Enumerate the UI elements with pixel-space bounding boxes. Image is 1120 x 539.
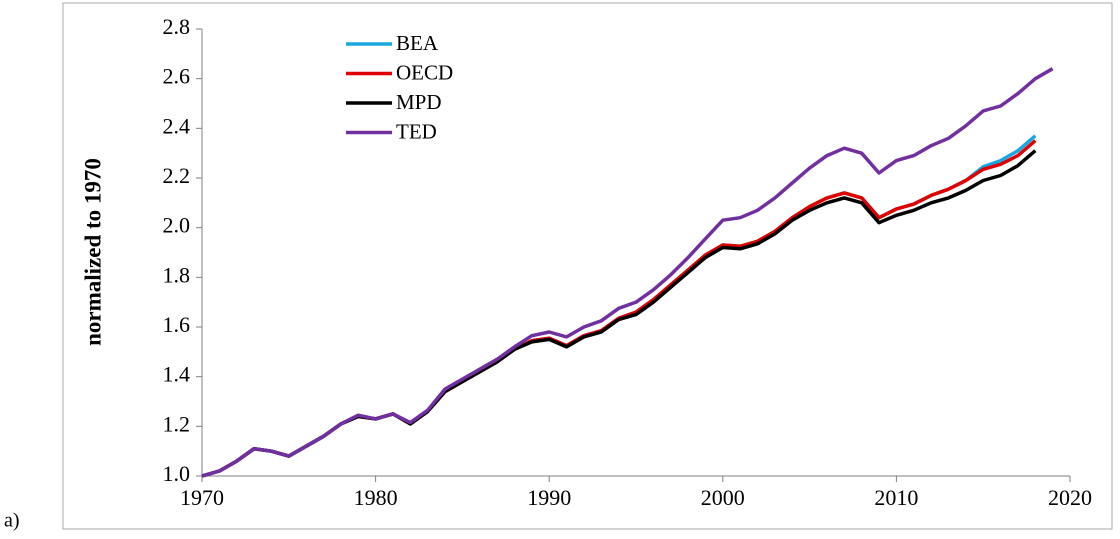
legend-label: OECD [396, 60, 453, 84]
series-line [201, 134, 1037, 478]
legend-label: MPD [396, 90, 442, 114]
y-axis-label: normalized to 1970 [80, 158, 105, 346]
x-tick-label: 2000 [701, 485, 745, 510]
y-tick-label: 2.4 [163, 113, 191, 138]
x-tick-label: 1990 [527, 485, 571, 510]
y-tick-label: 1.0 [163, 461, 191, 486]
series-line [201, 67, 1054, 478]
y-tick-label: 2.6 [163, 64, 191, 89]
y-tick-label: 2.2 [163, 163, 191, 188]
series-line [201, 149, 1037, 478]
y-tick-label: 1.4 [163, 362, 191, 387]
x-tick-label: 1980 [354, 485, 398, 510]
y-tick-label: 1.6 [163, 312, 191, 337]
legend-label: BEA [396, 31, 439, 55]
x-tick-label: 1970 [180, 485, 224, 510]
y-tick-label: 2.0 [163, 213, 191, 238]
x-tick-label: 2020 [1048, 485, 1092, 510]
y-tick-label: 1.2 [163, 411, 191, 436]
x-tick-label: 2010 [874, 485, 918, 510]
y-tick-label: 2.8 [163, 14, 191, 39]
panel-label: a) [4, 510, 20, 532]
legend-label: TED [396, 119, 437, 143]
chart-frame [62, 2, 1113, 530]
y-tick-label: 1.8 [163, 262, 191, 287]
